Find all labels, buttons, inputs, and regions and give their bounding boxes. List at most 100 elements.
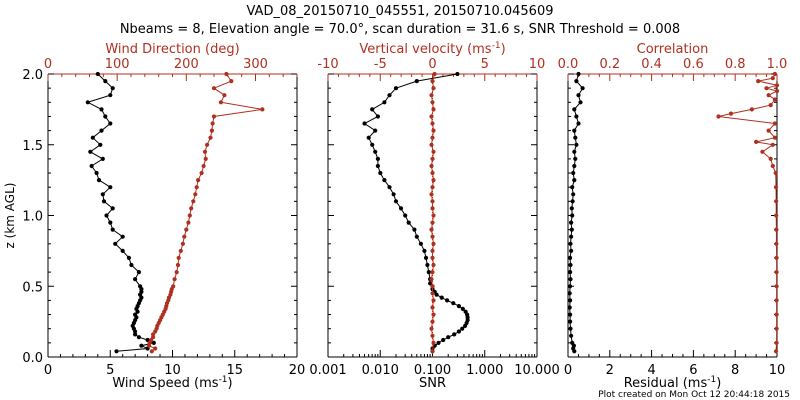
data-point-vertical-velocity [430, 270, 435, 275]
data-point-correlation [770, 76, 775, 81]
data-point-snr [370, 107, 375, 112]
x-bottom-tick-label: 0 [44, 363, 52, 378]
data-point-wind-direction [176, 255, 181, 260]
y-axis-label: z (km AGL) [3, 183, 17, 249]
data-point-residual [572, 178, 577, 183]
data-point-correlation [772, 135, 778, 140]
data-point-wind-speed [103, 79, 108, 84]
data-point-wind-speed [114, 349, 119, 354]
data-point-wind-speed [120, 234, 125, 239]
data-point-correlation [756, 79, 761, 84]
data-point-residual [568, 270, 573, 275]
data-point-wind-direction [194, 185, 199, 190]
data-point-residual [571, 192, 576, 197]
data-point-residual [574, 142, 579, 147]
data-point-vertical-velocity [430, 234, 435, 239]
data-point-snr [436, 340, 441, 345]
data-point-wind-speed [98, 142, 103, 147]
data-point-snr [373, 149, 378, 154]
data-point-correlation [768, 103, 773, 108]
data-point-correlation [774, 340, 779, 345]
data-point-residual [569, 248, 574, 253]
data-point-residual [572, 107, 577, 112]
data-point-snr [422, 248, 427, 253]
y-tick-label: 2.0 [22, 68, 43, 83]
data-point-vertical-velocity [431, 107, 436, 112]
plot-created-footer: Plot created on Mon Oct 12 20:44:18 2015 [598, 390, 790, 400]
panel-snr: 0.001 0.010 0.100 1.000 10.000 SNR -10 -5 0 5 10 Ve… [309, 41, 559, 391]
x-bottom-axis-label: Residual (ms-1) [624, 375, 722, 391]
data-point-wind-speed [96, 178, 102, 183]
data-point-vertical-velocity [431, 262, 436, 268]
data-point-wind-direction [151, 332, 156, 337]
x-top-tick-label: 0.2 [599, 57, 620, 72]
data-point-residual [570, 340, 575, 345]
x-top-tick-label: 0 [428, 57, 436, 72]
data-point-snr [398, 206, 404, 211]
panel-wind: 0.0 0.5 1.0 1.5 2.0 z (km AGL) 0 5 10 15 20 Wind Sp… [3, 42, 305, 391]
y-tick-label: 1.5 [22, 139, 43, 154]
x-bottom-tick-label: 0.010 [362, 363, 399, 378]
data-point-correlation [770, 163, 775, 169]
data-point-wind-speed [136, 270, 141, 275]
data-point-vertical-velocity [430, 220, 435, 225]
data-point-snr [387, 93, 392, 98]
x-top-tick-label: 0 [44, 57, 52, 72]
data-point-wind-direction [224, 71, 229, 77]
data-point-wind-direction [210, 121, 215, 126]
data-point-residual [568, 262, 573, 268]
x-top-tick-label: -10 [317, 57, 338, 72]
data-point-residual [574, 114, 579, 119]
data-point-vertical-velocity [430, 248, 435, 253]
data-point-vertical-velocity [429, 163, 434, 169]
data-point-vertical-velocity [431, 178, 436, 183]
data-point-residual [576, 121, 581, 126]
data-point-wind-speed [100, 192, 105, 197]
data-point-wind-speed [133, 332, 138, 337]
x-bottom-axis-label-end: ) [716, 376, 721, 391]
data-point-wind-direction [184, 227, 189, 232]
data-point-wind-speed [94, 170, 99, 176]
data-point-wind-direction [203, 156, 208, 161]
data-point-snr [456, 304, 461, 309]
x-bottom-tick-label: 10 [164, 363, 181, 378]
x-bottom-axis-label-sup: -1 [219, 375, 228, 385]
data-point-correlation [774, 298, 779, 303]
data-point-residual [568, 312, 573, 317]
data-point-correlation [766, 128, 771, 133]
data-point-wind-speed [129, 262, 134, 268]
data-point-wind-speed [101, 199, 107, 204]
data-point-correlation [773, 185, 779, 190]
data-point-vertical-velocity [430, 319, 435, 324]
data-point-snr [426, 270, 431, 275]
x-bottom-axis-label: Wind Speed (ms-1) [112, 375, 232, 391]
x-bottom-tick-label: 10.000 [514, 363, 560, 378]
data-point-vertical-velocity [430, 333, 435, 338]
data-point-residual [568, 255, 573, 260]
series-line-wind-speed [86, 73, 156, 352]
data-point-vertical-velocity [429, 114, 434, 119]
data-point-snr [375, 156, 380, 161]
data-point-snr [378, 170, 383, 176]
data-point-wind-speed [88, 149, 93, 154]
data-point-correlation [774, 241, 779, 246]
data-point-wind-direction [174, 270, 179, 275]
data-point-wind-direction [211, 86, 217, 91]
data-point-snr [382, 100, 387, 105]
x-bottom-tick-label: 8 [731, 363, 739, 378]
data-point-correlation [766, 93, 771, 98]
x-top-tick-label: 300 [243, 57, 268, 72]
data-point-wind-speed [138, 284, 143, 289]
data-point-vertical-velocity [432, 71, 437, 77]
data-point-wind-direction [193, 192, 198, 197]
x-bottom-tick-label: 1.000 [466, 363, 503, 378]
x-bottom-tick-label: 2 [606, 363, 614, 378]
data-point-wind-direction [171, 284, 176, 289]
data-point-wind-speed [90, 135, 95, 140]
x-top-axis-label: Wind Direction (deg) [105, 42, 239, 57]
data-point-vertical-velocity [431, 298, 436, 303]
data-point-vertical-velocity [430, 199, 435, 204]
data-point-snr [451, 301, 456, 306]
data-point-wind-speed [136, 335, 141, 340]
data-point-wind-direction [191, 199, 196, 204]
